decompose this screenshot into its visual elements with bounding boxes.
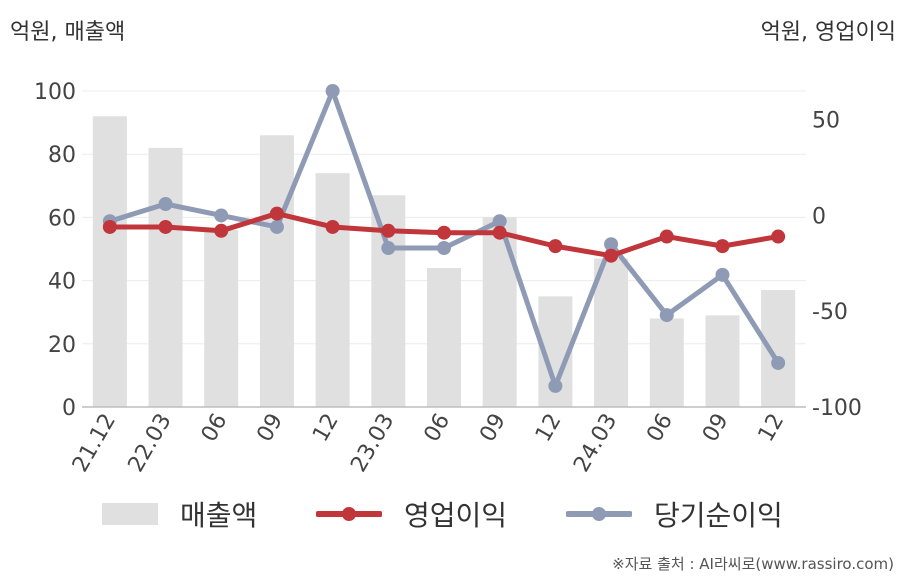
point-operating-profit: [548, 239, 563, 254]
left-tick-label: 40: [48, 270, 76, 295]
left-tick-label: 60: [48, 206, 76, 231]
point-net-income: [437, 241, 451, 256]
source-note: ※자료 출처 : AI라씨로(www.rassiro.com): [612, 555, 894, 573]
x-tick-label: 12: [754, 410, 790, 447]
left-tick-label: 80: [48, 143, 76, 168]
legend-item-revenue: 매출액: [102, 492, 257, 536]
legend: 매출액 영업이익 당기순이익: [0, 492, 908, 536]
point-operating-profit: [715, 239, 730, 254]
bar-revenue: [204, 230, 239, 407]
point-net-income: [715, 267, 730, 282]
point-operating-profit: [269, 206, 284, 221]
point-operating-profit: [659, 229, 674, 244]
legend-swatch-revenue: [102, 503, 158, 525]
x-tick-label: 23.03: [346, 410, 399, 477]
point-operating-profit: [604, 248, 619, 263]
x-tick-label: 06: [197, 410, 233, 447]
point-net-income: [492, 214, 507, 229]
point-net-income: [269, 219, 284, 234]
bar-revenue: [315, 173, 350, 407]
point-operating-profit: [437, 225, 451, 240]
bar-revenue: [594, 258, 629, 407]
bar-revenue: [482, 217, 517, 407]
legend-item-net-income: 당기순이익: [566, 492, 783, 536]
point-operating-profit: [492, 225, 507, 240]
bar-revenue: [649, 318, 684, 407]
point-net-income: [325, 84, 340, 98]
legend-label-net-income: 당기순이익: [654, 499, 783, 532]
point-net-income: [381, 241, 396, 256]
point-net-income: [214, 208, 229, 223]
point-net-income: [771, 355, 786, 370]
legend-swatch-operating-profit: [316, 507, 382, 521]
point-operating-profit: [771, 229, 786, 244]
right-tick-label: 0: [812, 204, 826, 229]
x-tick-label: 22.03: [124, 410, 177, 477]
bar-revenue: [259, 135, 294, 408]
x-tick-label: 09: [698, 410, 734, 447]
bar-revenue: [427, 267, 461, 407]
legend-swatch-net-income: [566, 507, 632, 521]
point-operating-profit: [214, 223, 229, 238]
right-tick-label: 50: [812, 109, 840, 134]
x-tick-label: 09: [252, 410, 288, 447]
left-axis-unit-label: 억원, 매출액: [10, 20, 126, 45]
point-operating-profit: [102, 219, 117, 234]
point-net-income: [158, 196, 173, 211]
legend-item-operating-profit: 영업이익: [316, 492, 507, 536]
bar-revenue: [92, 116, 127, 407]
bar-revenue: [705, 315, 740, 407]
point-operating-profit: [381, 223, 396, 238]
x-tick-label: 24.03: [569, 410, 622, 477]
right-tick-label: -100: [812, 396, 862, 421]
right-axis-unit-label: 억원, 영업이익: [760, 20, 896, 45]
x-tick-label: 06: [420, 410, 456, 447]
legend-label-operating-profit: 영업이익: [404, 499, 508, 532]
point-operating-profit: [325, 219, 340, 234]
left-tick-label: 100: [34, 80, 76, 105]
right-tick-label: -50: [812, 300, 848, 325]
left-tick-label: 0: [62, 396, 76, 421]
left-tick-label: 20: [48, 333, 76, 358]
bar-revenue: [148, 147, 183, 407]
x-tick-label: 12: [308, 410, 344, 447]
point-net-income: [604, 237, 619, 252]
point-net-income: [659, 308, 674, 323]
legend-label-revenue: 매출액: [180, 499, 258, 532]
x-tick-label: 09: [475, 410, 511, 447]
x-tick-label: 12: [531, 410, 567, 447]
point-net-income: [548, 378, 563, 393]
x-tick-label: 06: [642, 410, 678, 447]
point-operating-profit: [158, 219, 173, 234]
